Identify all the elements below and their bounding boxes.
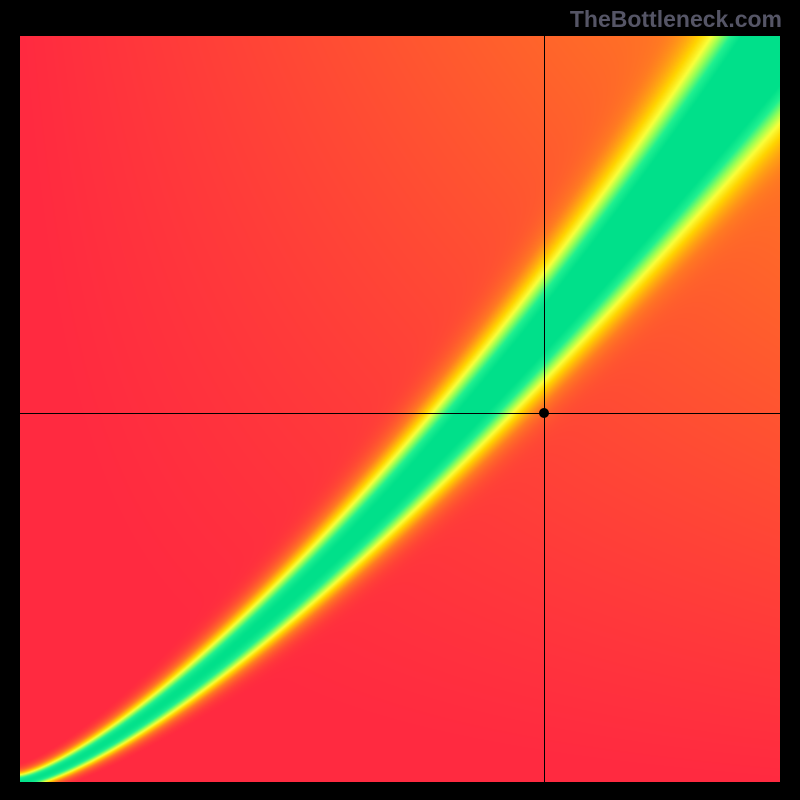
bottleneck-heatmap	[20, 36, 780, 782]
crosshair-marker[interactable]	[539, 408, 549, 418]
chart-container: { "chart": { "type": "heatmap", "outer_w…	[0, 0, 800, 800]
crosshair-horizontal	[20, 413, 780, 414]
watermark-text: TheBottleneck.com	[570, 6, 782, 33]
